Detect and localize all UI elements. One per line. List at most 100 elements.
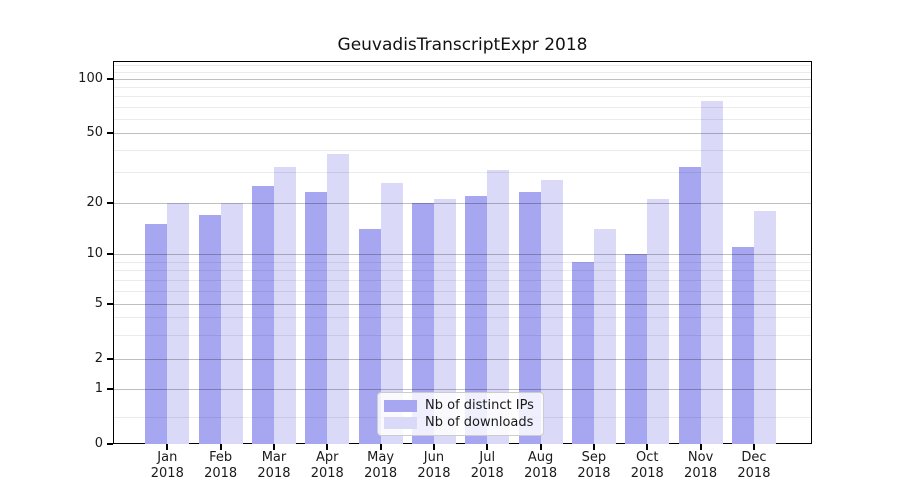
minor-gridline-8 — [114, 270, 811, 272]
legend-item-distinct-ips: Nb of distinct IPs — [384, 397, 537, 414]
x-tick-label-jan: Jan 2018 — [140, 450, 194, 482]
bar-distinct-ips-feb — [198, 214, 221, 444]
bar-distinct-ips-jan — [145, 224, 168, 444]
y-tick-0 — [107, 443, 113, 445]
x-tick-month: Jun — [423, 450, 445, 465]
minor-gridline-40 — [114, 150, 811, 152]
bar-downloads-nov — [700, 101, 723, 444]
x-tick-month: Dec — [741, 450, 767, 465]
y-tick-label-2: 2 — [94, 351, 103, 366]
y-tick-label-50: 50 — [86, 125, 103, 140]
x-tick-year: 2018 — [577, 466, 611, 481]
x-tick-year: 2018 — [257, 466, 291, 481]
major-gridline-10 — [114, 254, 811, 255]
x-tick-jul — [486, 444, 489, 450]
bar-distinct-ips-jul — [465, 195, 488, 444]
x-tick-feb — [219, 444, 222, 450]
x-tick-label-sep: Sep 2018 — [567, 450, 621, 482]
x-tick-label-aug: Aug 2018 — [514, 450, 568, 482]
y-tick-label-5: 5 — [94, 296, 103, 311]
bar-downloads-apr — [327, 153, 350, 444]
minor-gridline-70 — [114, 106, 811, 108]
legend-item-downloads: Nb of downloads — [384, 414, 537, 431]
minor-gridline-3 — [114, 334, 811, 336]
x-tick-month: Jul — [479, 450, 496, 465]
bar-downloads-jun — [433, 199, 456, 444]
x-tick-month: May — [367, 450, 395, 465]
y-tick-10 — [107, 253, 113, 255]
bar-downloads-dec — [753, 210, 776, 444]
x-tick-month: Apr — [316, 450, 339, 465]
x-tick-label-feb: Feb 2018 — [194, 450, 248, 482]
major-gridline-50 — [114, 133, 811, 134]
x-tick-month: Nov — [687, 450, 714, 465]
legend-label-downloads: Nb of downloads — [425, 415, 534, 430]
x-tick-mar — [272, 444, 275, 450]
legend-swatch-downloads — [384, 416, 417, 429]
minor-gridline-80 — [114, 96, 811, 98]
x-tick-year: 2018 — [150, 466, 184, 481]
bar-downloads-jan — [167, 203, 190, 444]
x-tick-dec — [752, 444, 755, 450]
x-tick-year: 2018 — [417, 466, 451, 481]
x-tick-label-dec: Dec 2018 — [727, 450, 781, 482]
x-tick-month: Jan — [157, 450, 178, 465]
bar-distinct-ips-oct — [625, 254, 648, 444]
bar-distinct-ips-jun — [411, 203, 434, 444]
legend-swatch-distinct-ips — [384, 399, 417, 412]
x-tick-label-oct: Oct 2018 — [620, 450, 674, 482]
x-tick-year: 2018 — [737, 466, 771, 481]
y-tick-2 — [107, 358, 113, 360]
x-tick-label-may: May 2018 — [354, 450, 408, 482]
bar-downloads-feb — [220, 203, 243, 444]
x-tick-aug — [539, 444, 542, 450]
y-tick-50 — [107, 132, 113, 134]
y-tick-20 — [107, 202, 113, 204]
bar-distinct-ips-may — [358, 229, 381, 444]
major-gridline-5 — [114, 304, 811, 305]
major-gridline-100 — [114, 79, 811, 80]
bar-downloads-sep — [593, 229, 616, 444]
legend: Nb of distinct IPs Nb of downloads — [377, 392, 544, 436]
y-tick-5 — [107, 303, 113, 305]
minor-gridline-30 — [114, 172, 811, 174]
y-tick-1 — [107, 388, 113, 390]
legend-label-distinct-ips: Nb of distinct IPs — [425, 398, 534, 413]
minor-gridline-110 — [114, 71, 811, 73]
y-tick-label-1: 1 — [94, 381, 103, 396]
chart-title: GeuvadisTranscriptExpr 2018 — [337, 35, 588, 55]
major-gridline-2 — [114, 359, 811, 360]
minor-gridline-60 — [114, 118, 811, 120]
x-tick-year: 2018 — [684, 466, 718, 481]
y-tick-100 — [107, 78, 113, 80]
x-tick-year: 2018 — [470, 466, 504, 481]
x-tick-label-jun: Jun 2018 — [407, 450, 461, 482]
minor-gridline-9 — [114, 261, 811, 263]
bar-distinct-ips-aug — [518, 192, 541, 444]
minor-gridline-7 — [114, 279, 811, 281]
x-tick-label-mar: Mar 2018 — [247, 450, 301, 482]
bar-downloads-aug — [540, 180, 563, 444]
x-tick-year: 2018 — [364, 466, 398, 481]
x-tick-nov — [699, 444, 702, 450]
x-tick-jan — [166, 444, 169, 450]
bar-distinct-ips-apr — [305, 192, 328, 444]
x-tick-label-jul: Jul 2018 — [460, 450, 514, 482]
x-tick-apr — [326, 444, 329, 450]
x-tick-month: Mar — [261, 450, 287, 465]
y-tick-label-100: 100 — [78, 71, 103, 86]
x-tick-month: Feb — [209, 450, 233, 465]
x-tick-year: 2018 — [630, 466, 664, 481]
bar-distinct-ips-nov — [678, 167, 701, 444]
bar-downloads-mar — [273, 167, 296, 444]
x-tick-oct — [646, 444, 649, 450]
y-tick-label-0: 0 — [94, 436, 103, 451]
x-tick-label-apr: Apr 2018 — [300, 450, 354, 482]
x-tick-label-nov: Nov 2018 — [674, 450, 728, 482]
bar-distinct-ips-sep — [571, 261, 594, 444]
minor-gridline-120 — [114, 64, 811, 66]
bar-downloads-oct — [647, 199, 670, 444]
x-tick-month: Aug — [527, 450, 554, 465]
x-tick-year: 2018 — [310, 466, 344, 481]
